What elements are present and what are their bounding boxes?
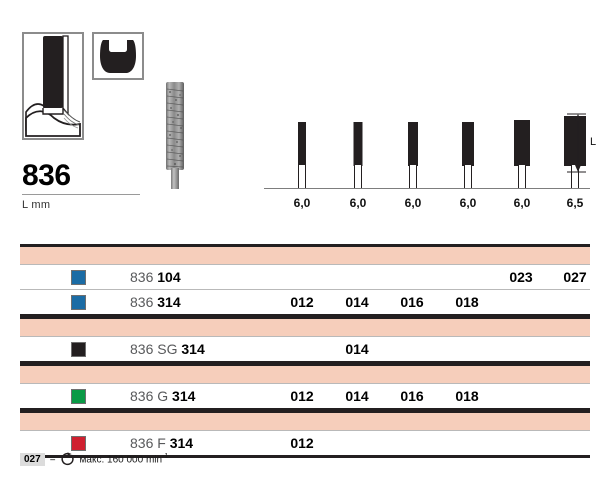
profile-length-012: 6,0: [293, 196, 311, 210]
footnote: 027 = макс. 160 000 min-1: [20, 452, 168, 466]
table-group-band: [20, 317, 590, 337]
profile-length-018: 6,0: [459, 196, 477, 210]
table-group-band: [20, 244, 590, 265]
profile-length-014: 6,0: [349, 196, 367, 210]
profile-length-023: 6,0: [513, 196, 531, 210]
footnote-size-code: 027: [20, 452, 45, 466]
tooth-preparation-illustration: [22, 32, 84, 140]
table-row[interactable]: 836 104 023 027: [20, 265, 590, 290]
size-code-018[interactable]: 018: [455, 294, 479, 310]
grit-green-swatch: [71, 389, 86, 404]
profile-length-016: 6,0: [404, 196, 422, 210]
table-group-band: [20, 364, 590, 384]
bur-profile-shank: [298, 164, 306, 188]
page-title: 836: [22, 159, 71, 192]
product-code-label: 836 314: [130, 294, 181, 310]
size-code-014[interactable]: 014: [345, 341, 369, 357]
product-code-label: 836 104: [130, 269, 181, 285]
table-row[interactable]: 836 F 314 012: [20, 431, 590, 458]
profile-baseline: [264, 188, 590, 189]
length-unit-label: L mm: [22, 199, 51, 211]
table-row[interactable]: 836 G 314 012 014 016 018: [20, 384, 590, 411]
bur-cross-section-icon: [94, 34, 142, 78]
footnote-speed-text: макс. 160 000 min-1: [79, 452, 169, 466]
bur-profile-shank: [518, 164, 526, 188]
size-code-014[interactable]: 014: [345, 294, 369, 310]
product-code-label: 836 G 314: [130, 388, 196, 404]
product-code-label: 836 F 314: [130, 435, 194, 451]
bur-profile-head: [408, 122, 418, 166]
table-row[interactable]: 836 SG 314 014: [20, 337, 590, 364]
bur-profile-head: [298, 122, 306, 166]
bur-profile-shank: [354, 164, 362, 188]
size-profile-diagrams: [270, 104, 590, 188]
length-dimension-arrow: [567, 113, 586, 173]
size-code-016[interactable]: 016: [400, 388, 424, 404]
bur-profile-shank: [571, 164, 579, 188]
product-code-label: 836 SG 314: [130, 341, 205, 357]
size-code-023[interactable]: 023: [509, 269, 533, 285]
size-code-012[interactable]: 012: [290, 435, 314, 451]
profile-length-027: 6,5: [566, 196, 584, 210]
specification-table: 836 104 023 027 836 314 012 014 016 018 836 SG 3…: [20, 244, 590, 458]
bur-profile-shank: [409, 164, 417, 188]
size-code-018[interactable]: 018: [455, 388, 479, 404]
bur-profile-head: [353, 122, 363, 166]
table-row[interactable]: 836 314 012 014 016 018: [20, 290, 590, 317]
tooth-preparation-icon: [24, 34, 82, 138]
size-code-016[interactable]: 016: [400, 294, 424, 310]
bur-shape-illustration: [92, 32, 144, 80]
table-group-band: [20, 411, 590, 431]
bur-profile-head: [462, 122, 474, 166]
footnote-equals: =: [49, 453, 56, 465]
grit-blue-swatch: [71, 270, 86, 285]
bur-profile-shank: [464, 164, 472, 188]
title-block: 836 L mm: [22, 160, 142, 211]
grit-blue-swatch: [71, 295, 86, 310]
rotation-circle-icon: [60, 452, 74, 466]
illustration-area: 836 L mm: [0, 0, 601, 240]
bur-profile-head: [514, 120, 530, 166]
diamond-bur-icon: [166, 82, 184, 189]
title-divider: [22, 194, 140, 195]
size-code-014[interactable]: 014: [345, 388, 369, 404]
size-code-027[interactable]: 027: [563, 269, 587, 285]
grit-red-swatch: [71, 436, 86, 451]
size-code-012[interactable]: 012: [290, 388, 314, 404]
bur-profile-head: [564, 116, 586, 166]
grit-black-swatch: [71, 342, 86, 357]
length-dimension-label: L: [590, 136, 597, 148]
size-code-012[interactable]: 012: [290, 294, 314, 310]
cylindrical-diamond-bur-photo: [163, 80, 187, 190]
